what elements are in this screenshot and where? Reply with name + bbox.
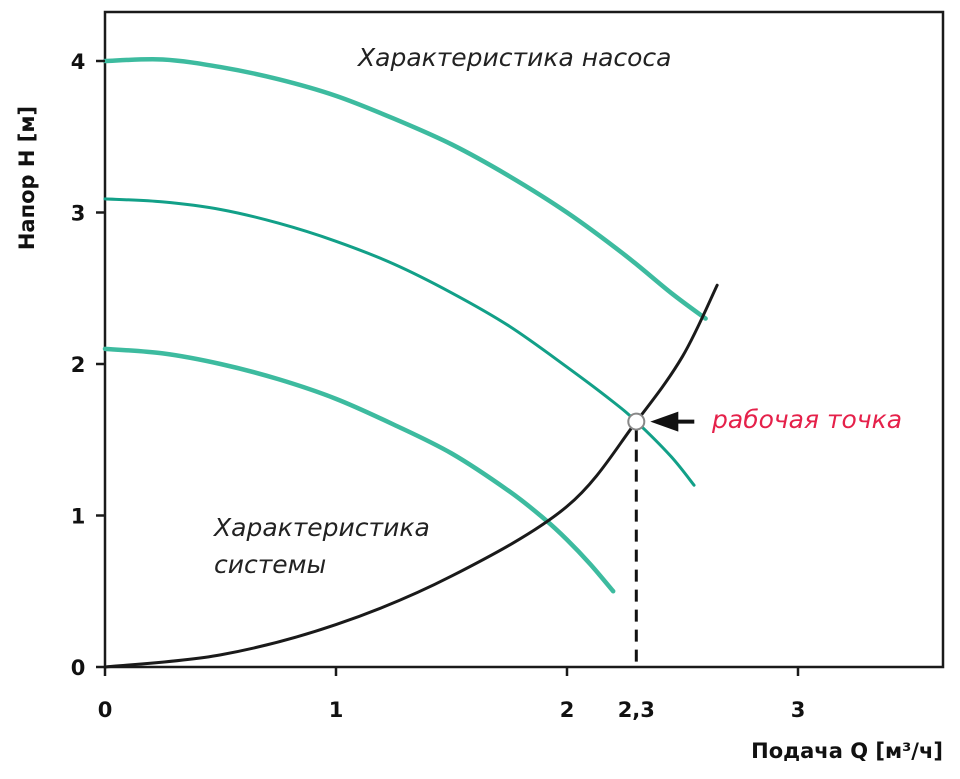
y-axis-label: Напор H [м] — [15, 106, 39, 250]
operating-point-label: рабочая точка — [711, 405, 902, 434]
y-tick-label: 4 — [71, 50, 86, 74]
y-tick-label: 1 — [71, 505, 86, 529]
x-tick-label: 2 — [560, 698, 575, 722]
y-tick-label: 2 — [71, 353, 86, 377]
system-curve-label-line2: системы — [214, 550, 326, 579]
system-curve-label-line1: Характеристика — [212, 513, 430, 542]
series-line-system — [103, 283, 719, 669]
x-tick-label: 1 — [329, 698, 344, 722]
operating-point-marker — [627, 412, 646, 431]
y-tick-label: 0 — [71, 656, 86, 680]
tick-layer: 0 1 2 3 0 1 2 3 4 — [71, 50, 806, 722]
x-tick-label: 0 — [98, 698, 113, 722]
plot-frame — [103, 10, 945, 669]
operating-point-value-tick: 2,3 — [618, 698, 655, 722]
y-tick-label: 3 — [71, 202, 86, 226]
pump-curve-label: Характеристика насоса — [356, 43, 672, 72]
series-layer — [102, 56, 719, 669]
operating-point-arrow-head — [650, 411, 679, 432]
series-line-pump-low — [102, 346, 616, 594]
x-tick-label: 3 — [791, 698, 806, 722]
x-axis-label: Подача Q [м³/ч] — [751, 739, 943, 763]
series-line-pump-high — [102, 56, 708, 321]
